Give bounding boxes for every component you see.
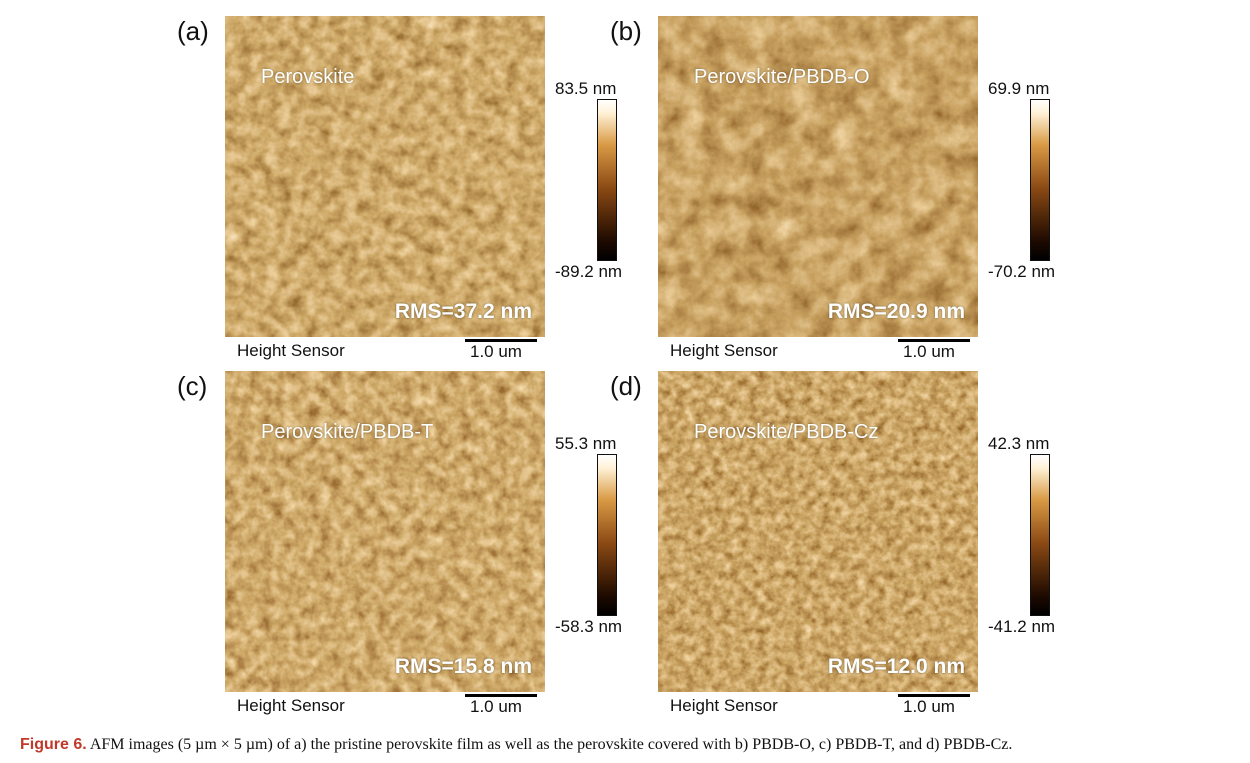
- sample-title: Perovskite/PBDB-Cz: [694, 421, 879, 443]
- scale-bar: [898, 694, 970, 697]
- colorbar-max-label: 42.3 nm: [988, 434, 1050, 453]
- height-sensor-label: Height Sensor: [670, 341, 778, 360]
- scale-bar-label: 1.0 um: [470, 342, 522, 361]
- colorbar-max-label: 69.9 nm: [988, 79, 1050, 98]
- scale-bar-label: 1.0 um: [470, 697, 522, 716]
- scale-bar: [465, 694, 537, 697]
- afm-panel-d: (d) Perovski: [598, 365, 1158, 716]
- height-sensor-label: Height Sensor: [670, 696, 778, 715]
- afm-texture: [225, 16, 545, 337]
- sample-title: Perovskite: [261, 66, 355, 88]
- afm-height-image: Perovskite/PBDB-T RMS=15.8 nm: [225, 371, 545, 692]
- sample-title: Perovskite/PBDB-T: [261, 421, 434, 443]
- scale-bar: [898, 339, 970, 342]
- afm-height-image: Perovskite RMS=37.2 nm: [225, 16, 545, 337]
- rms-value: RMS=15.8 nm: [394, 655, 532, 678]
- panel-letter: (c): [177, 371, 208, 401]
- panel-letter: (a): [177, 16, 209, 46]
- colorbar: [1030, 99, 1050, 261]
- rms-value: RMS=37.2 nm: [394, 300, 532, 323]
- scale-bar-label: 1.0 um: [903, 342, 955, 361]
- colorbar: [597, 99, 617, 261]
- caption-text: AFM images (5 µm × 5 µm) of a) the prist…: [89, 736, 1013, 753]
- sample-title: Perovskite/PBDB-O: [694, 66, 870, 88]
- afm-height-image: Perovskite/PBDB-O RMS=20.9 nm: [658, 16, 978, 337]
- scale-bar-label: 1.0 um: [903, 697, 955, 716]
- afm-panel-c: (c) Perovski: [165, 365, 725, 716]
- afm-panel-b: (b) Perovski: [598, 10, 1158, 361]
- rms-value: RMS=12.0 nm: [827, 655, 965, 678]
- figure-caption: Figure 6. AFM images (5 µm × 5 µm) of a)…: [20, 736, 1012, 754]
- afm-texture: [658, 371, 978, 692]
- figure-label: Figure 6.: [20, 736, 87, 753]
- colorbar: [1030, 454, 1050, 616]
- height-sensor-label: Height Sensor: [237, 341, 345, 360]
- afm-panel-a: (a) Perovski: [165, 10, 725, 361]
- afm-texture: [658, 16, 978, 337]
- colorbar-min-label: -41.2 nm: [988, 617, 1056, 636]
- colorbar: [597, 454, 617, 616]
- height-sensor-label: Height Sensor: [237, 696, 345, 715]
- colorbar-min-label: -89.2 nm: [555, 262, 623, 281]
- afm-height-image: Perovskite/PBDB-Cz RMS=12.0 nm: [658, 371, 978, 692]
- colorbar-max-label: 83.5 nm: [555, 79, 617, 98]
- panel-letter: (b): [610, 16, 642, 46]
- colorbar-min-label: -58.3 nm: [555, 617, 623, 636]
- afm-texture: [225, 371, 545, 692]
- colorbar-max-label: 55.3 nm: [555, 434, 617, 453]
- scale-bar: [465, 339, 537, 342]
- rms-value: RMS=20.9 nm: [827, 300, 965, 323]
- panel-letter: (d): [610, 371, 642, 401]
- colorbar-min-label: -70.2 nm: [988, 262, 1056, 281]
